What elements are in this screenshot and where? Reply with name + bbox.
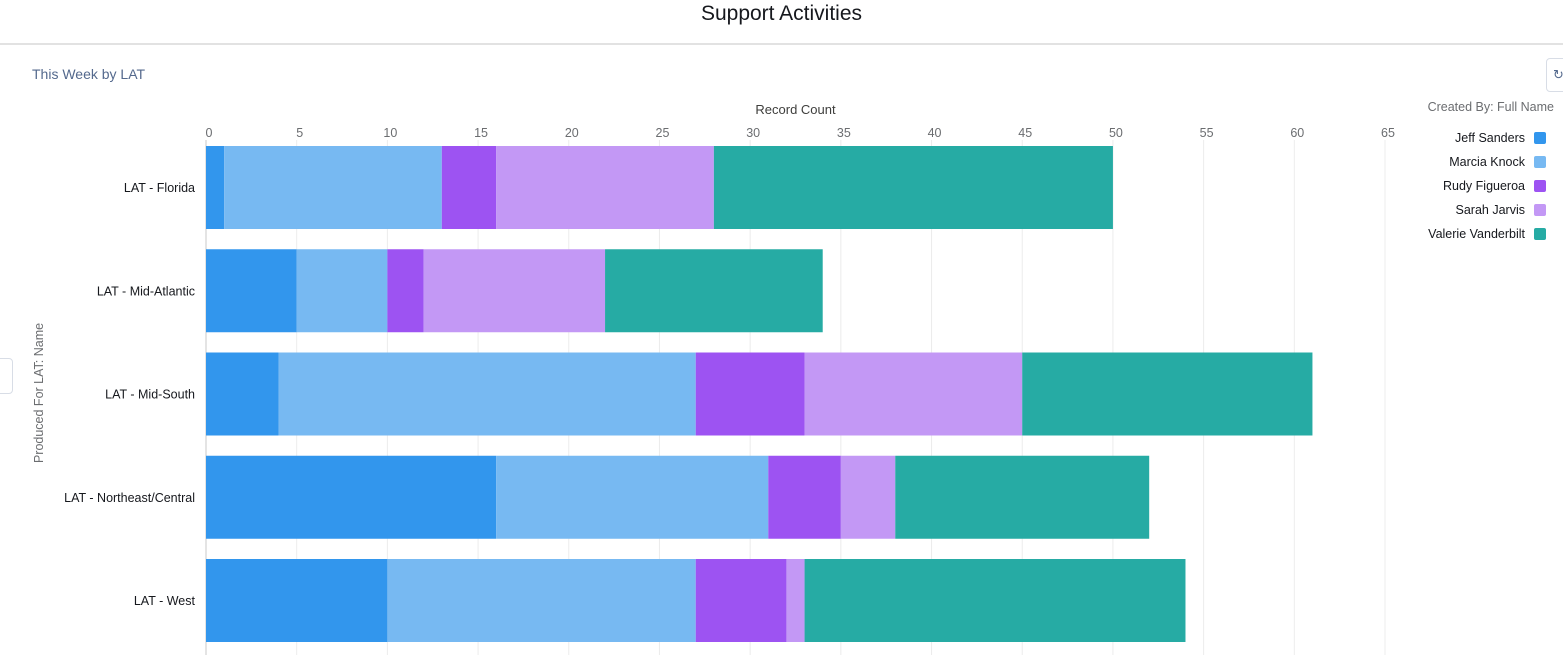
x-tick-label: 30 [746, 126, 760, 140]
legend-swatch [1534, 204, 1546, 216]
category-label: LAT - West [134, 594, 196, 608]
x-tick-label: 60 [1290, 126, 1304, 140]
x-tick-label: 45 [1018, 126, 1032, 140]
bar-segment [804, 352, 1023, 436]
category-label: LAT - Mid-Atlantic [97, 284, 195, 298]
bar-segment [387, 559, 696, 642]
bar-segment [206, 455, 497, 539]
bar-segment [804, 559, 1186, 642]
title-divider [0, 43, 1563, 45]
legend-swatch [1534, 156, 1546, 168]
legend-title: Created By: Full Name [1427, 100, 1554, 114]
category-label: LAT - Mid-South [105, 388, 195, 402]
side-panel-toggle[interactable] [0, 358, 13, 394]
bar-segment [496, 455, 769, 539]
bar-segment [296, 249, 388, 333]
bar-segment [496, 146, 714, 229]
x-tick-label: 25 [656, 126, 670, 140]
y-axis-label: Produced For LAT: Name [32, 323, 46, 463]
bar-segment [278, 352, 696, 436]
bar-segment [206, 146, 225, 229]
category-label: LAT - Florida [124, 181, 195, 195]
bar-segment [441, 146, 497, 229]
legend-label: Marcia Knock [1449, 155, 1525, 169]
legend-item[interactable]: Jeff Sanders [1346, 126, 1546, 150]
x-tick-label: 0 [206, 126, 213, 140]
chart-subtitle: This Week by LAT [32, 66, 146, 82]
bar-segment [387, 249, 424, 333]
page-title: Support Activities [700, 2, 863, 25]
bar-segment [768, 455, 841, 539]
x-tick-label: 65 [1381, 126, 1395, 140]
legend-item[interactable]: Sarah Jarvis [1346, 198, 1546, 222]
refresh-button[interactable]: ↻ [1546, 58, 1563, 92]
legend-swatch [1534, 132, 1546, 144]
refresh-icon: ↻ [1553, 68, 1563, 83]
bar-segment [206, 559, 388, 642]
bar-segment [423, 249, 606, 333]
bar-segment [206, 352, 279, 436]
bar-segment [695, 352, 805, 436]
legend: Jeff Sanders Marcia Knock Rudy Figueroa Sar… [1346, 126, 1546, 246]
x-tick-label: 20 [565, 126, 579, 140]
legend-label: Rudy Figueroa [1443, 179, 1525, 193]
x-tick-label: 5 [296, 126, 303, 140]
bar-segment [895, 455, 1150, 539]
x-tick-label: 50 [1109, 126, 1123, 140]
legend-label: Valerie Vanderbilt [1428, 227, 1525, 241]
x-tick-label: 40 [928, 126, 942, 140]
legend-label: Jeff Sanders [1455, 131, 1525, 145]
legend-swatch [1534, 228, 1546, 240]
bar-segment [605, 249, 823, 333]
legend-item[interactable]: Rudy Figueroa [1346, 174, 1546, 198]
x-axis-label: Record Count [755, 102, 836, 117]
bar-segment [1022, 352, 1313, 436]
legend-label: Sarah Jarvis [1455, 203, 1525, 217]
legend-item[interactable]: Marcia Knock [1346, 150, 1546, 174]
bar-segment [206, 249, 297, 333]
x-tick-label: 35 [837, 126, 851, 140]
bar-segment [786, 559, 805, 642]
x-tick-label: 10 [383, 126, 397, 140]
x-tick-label: 55 [1200, 126, 1214, 140]
legend-swatch [1534, 180, 1546, 192]
bar-segment [713, 146, 1113, 229]
x-tick-label: 15 [474, 126, 488, 140]
bar-segment [695, 559, 787, 642]
bar-segment [840, 455, 896, 539]
category-label: LAT - Northeast/Central [64, 491, 195, 505]
legend-item[interactable]: Valerie Vanderbilt [1346, 222, 1546, 246]
bar-segment [224, 146, 442, 229]
